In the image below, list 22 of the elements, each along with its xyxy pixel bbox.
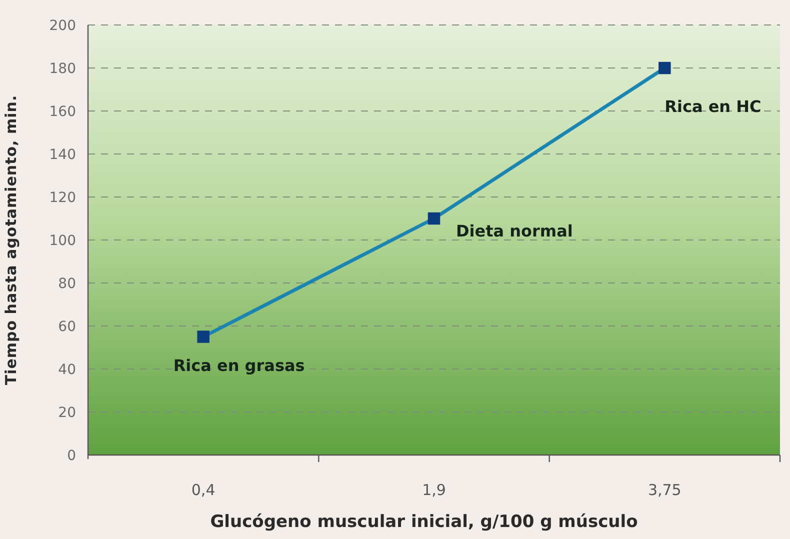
y-tick-label: 160 xyxy=(49,104,76,120)
x-tick-label: 0,4 xyxy=(191,481,216,499)
y-tick-label: 200 xyxy=(49,18,76,34)
point xyxy=(428,212,440,225)
point xyxy=(197,330,210,343)
y-tick-label: 40 xyxy=(58,362,76,378)
y-axis-title: Tiempo hasta agotamiento, min. xyxy=(2,94,20,386)
annotation: Rica en grasas xyxy=(173,356,305,375)
y-tick-label: 0 xyxy=(67,448,76,464)
y-tick-label: 180 xyxy=(49,60,76,77)
y-tick-label: 140 xyxy=(49,146,76,163)
y-tick-label: 100 xyxy=(49,232,76,249)
y-tick-label: 60 xyxy=(58,318,76,335)
x-tick-label: 1,9 xyxy=(422,481,446,499)
annotation: Dieta normal xyxy=(456,222,573,240)
x-axis-title: Glucógeno muscular inicial, g/100 g músculo xyxy=(210,512,638,532)
y-tick-label: 20 xyxy=(58,404,76,421)
y-tick-label: 80 xyxy=(58,276,76,292)
annotation: Rica en HC xyxy=(664,97,762,116)
point xyxy=(658,62,671,74)
x-tick-label: 3,75 xyxy=(648,481,682,499)
y-tick-label: 120 xyxy=(49,190,76,206)
